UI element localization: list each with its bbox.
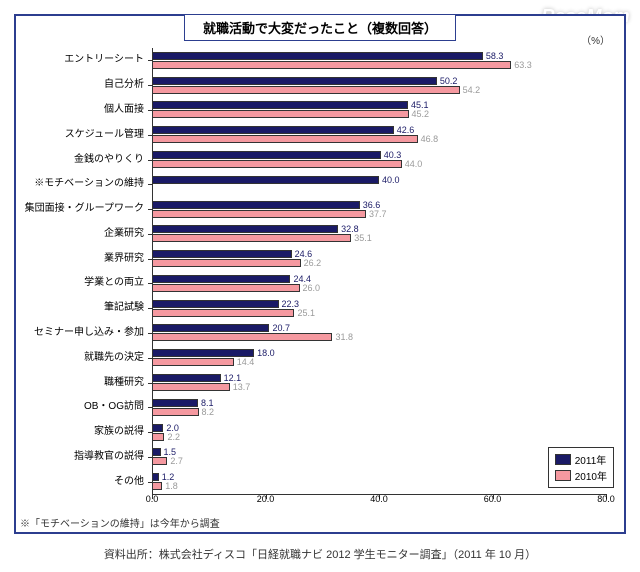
category-label: 企業研究 (104, 229, 144, 239)
value-2011: 18.0 (257, 349, 275, 358)
bar-2011 (152, 473, 159, 481)
chart-area: 0.020.040.060.080.058.363.350.254.245.14… (152, 48, 604, 490)
bar-2010 (152, 86, 460, 94)
bar-2011 (152, 201, 360, 209)
bar-2010 (152, 135, 418, 143)
bar-2011 (152, 52, 483, 60)
bar-2011 (152, 225, 338, 233)
category-label: 学業との両立 (84, 278, 144, 288)
x-tick-label: 40.0 (370, 494, 388, 508)
y-axis-labels: エントリーシート自己分析個人面接スケジュール管理金銭のやりくり ※モチベーションの… (16, 48, 150, 490)
bar-2010 (152, 259, 301, 267)
x-tick-label: 0.0 (146, 494, 159, 508)
value-2011: 22.3 (282, 300, 300, 309)
bar-2011 (152, 324, 269, 332)
swatch-2011 (555, 454, 571, 465)
value-2010: 46.8 (421, 135, 439, 144)
bar-2010 (152, 110, 409, 118)
bar-2011 (152, 424, 163, 432)
value-2010: 13.7 (233, 383, 251, 392)
category-label: その他 (114, 477, 144, 487)
value-2010: 2.2 (167, 433, 180, 442)
value-2010: 25.1 (297, 309, 315, 318)
category-label: 自己分析 (104, 80, 144, 90)
value-2010: 37.7 (369, 210, 387, 219)
legend-2010: 2010年 (555, 468, 607, 483)
value-2011: 58.3 (486, 52, 504, 61)
value-2010: 8.2 (202, 408, 215, 417)
bar-2010 (152, 309, 294, 317)
category-label: 家族の説得 (94, 427, 144, 437)
bar-2011 (152, 176, 379, 184)
value-2010: 26.0 (303, 284, 321, 293)
chart-frame: 就職活動で大変だったこと（複数回答） （%） エントリーシート自己分析個人面接ス… (14, 14, 626, 534)
bar-2010 (152, 408, 199, 416)
category-label: 金銭のやりくり (74, 155, 144, 165)
value-2010: 45.2 (412, 110, 430, 119)
category-label: 職種研究 (104, 378, 144, 388)
legend-2011-label: 2011年 (575, 452, 607, 467)
bar-2010 (152, 457, 167, 465)
bar-2011 (152, 101, 408, 109)
value-2010: 1.8 (165, 482, 178, 491)
value-2010: 2.7 (170, 457, 183, 466)
unit-label: （%） (581, 32, 610, 47)
category-label: 就職先の決定 (84, 353, 144, 363)
source-citation: 資料出所：株式会社ディスコ「日経就職ナビ 2012 学生モニター調査」（2011… (0, 546, 640, 562)
category-label: セミナー申し込み・参加 (34, 328, 144, 338)
value-2011: 20.7 (272, 324, 290, 333)
bar-2011 (152, 250, 292, 258)
value-2010: 63.3 (514, 61, 532, 70)
chart-title: 就職活動で大変だったこと（複数回答） (184, 14, 456, 41)
bar-2011 (152, 374, 221, 382)
bar-2010 (152, 234, 351, 242)
x-tick-label: 20.0 (257, 494, 275, 508)
bar-2011 (152, 151, 381, 159)
footnote: ※「モチベーションの維持」は今年から調査 (20, 515, 220, 530)
bar-2011 (152, 300, 279, 308)
value-2010: 14.4 (237, 358, 255, 367)
bar-2011 (152, 349, 254, 357)
category-label: 個人面接 (104, 105, 144, 115)
swatch-2010 (555, 470, 571, 481)
value-2011: 50.2 (440, 77, 458, 86)
value-2011: 40.0 (382, 176, 400, 185)
category-label: エントリーシート (64, 55, 144, 65)
legend-2010-label: 2010年 (575, 468, 607, 483)
bar-2011 (152, 448, 161, 456)
bar-2010 (152, 284, 300, 292)
category-label: 筆記試験 (104, 303, 144, 313)
category-label: ※モチベーションの維持 (34, 179, 144, 189)
bar-2010 (152, 358, 234, 366)
value-2011: 40.3 (384, 151, 402, 160)
bar-2010 (152, 433, 164, 441)
bar-2010 (152, 383, 230, 391)
value-2010: 26.2 (304, 259, 322, 268)
value-2010: 35.1 (354, 234, 372, 243)
category-label: スケジュール管理 (65, 130, 144, 140)
legend-2011: 2011年 (555, 452, 607, 467)
bar-2010 (152, 333, 332, 341)
category-label: 業界研究 (104, 254, 144, 264)
bar-2010 (152, 61, 511, 69)
legend: 2011年 2010年 (548, 447, 614, 488)
category-label: OB・OG訪問 (84, 402, 144, 412)
value-2010: 31.8 (335, 333, 353, 342)
value-2010: 44.0 (405, 160, 423, 169)
category-label: 指導教官の説得 (74, 452, 144, 462)
bar-2010 (152, 482, 162, 490)
value-2011: 42.6 (397, 126, 415, 135)
category-label: 集団面接・グループワーク (25, 204, 144, 214)
x-tick-label: 80.0 (597, 494, 615, 508)
bar-2011 (152, 77, 437, 85)
x-tick-label: 60.0 (484, 494, 502, 508)
bar-2010 (152, 210, 366, 218)
bar-2010 (152, 160, 402, 168)
value-2010: 54.2 (463, 86, 481, 95)
bar-2011 (152, 399, 198, 407)
bar-2011 (152, 126, 394, 134)
bar-2011 (152, 275, 290, 283)
